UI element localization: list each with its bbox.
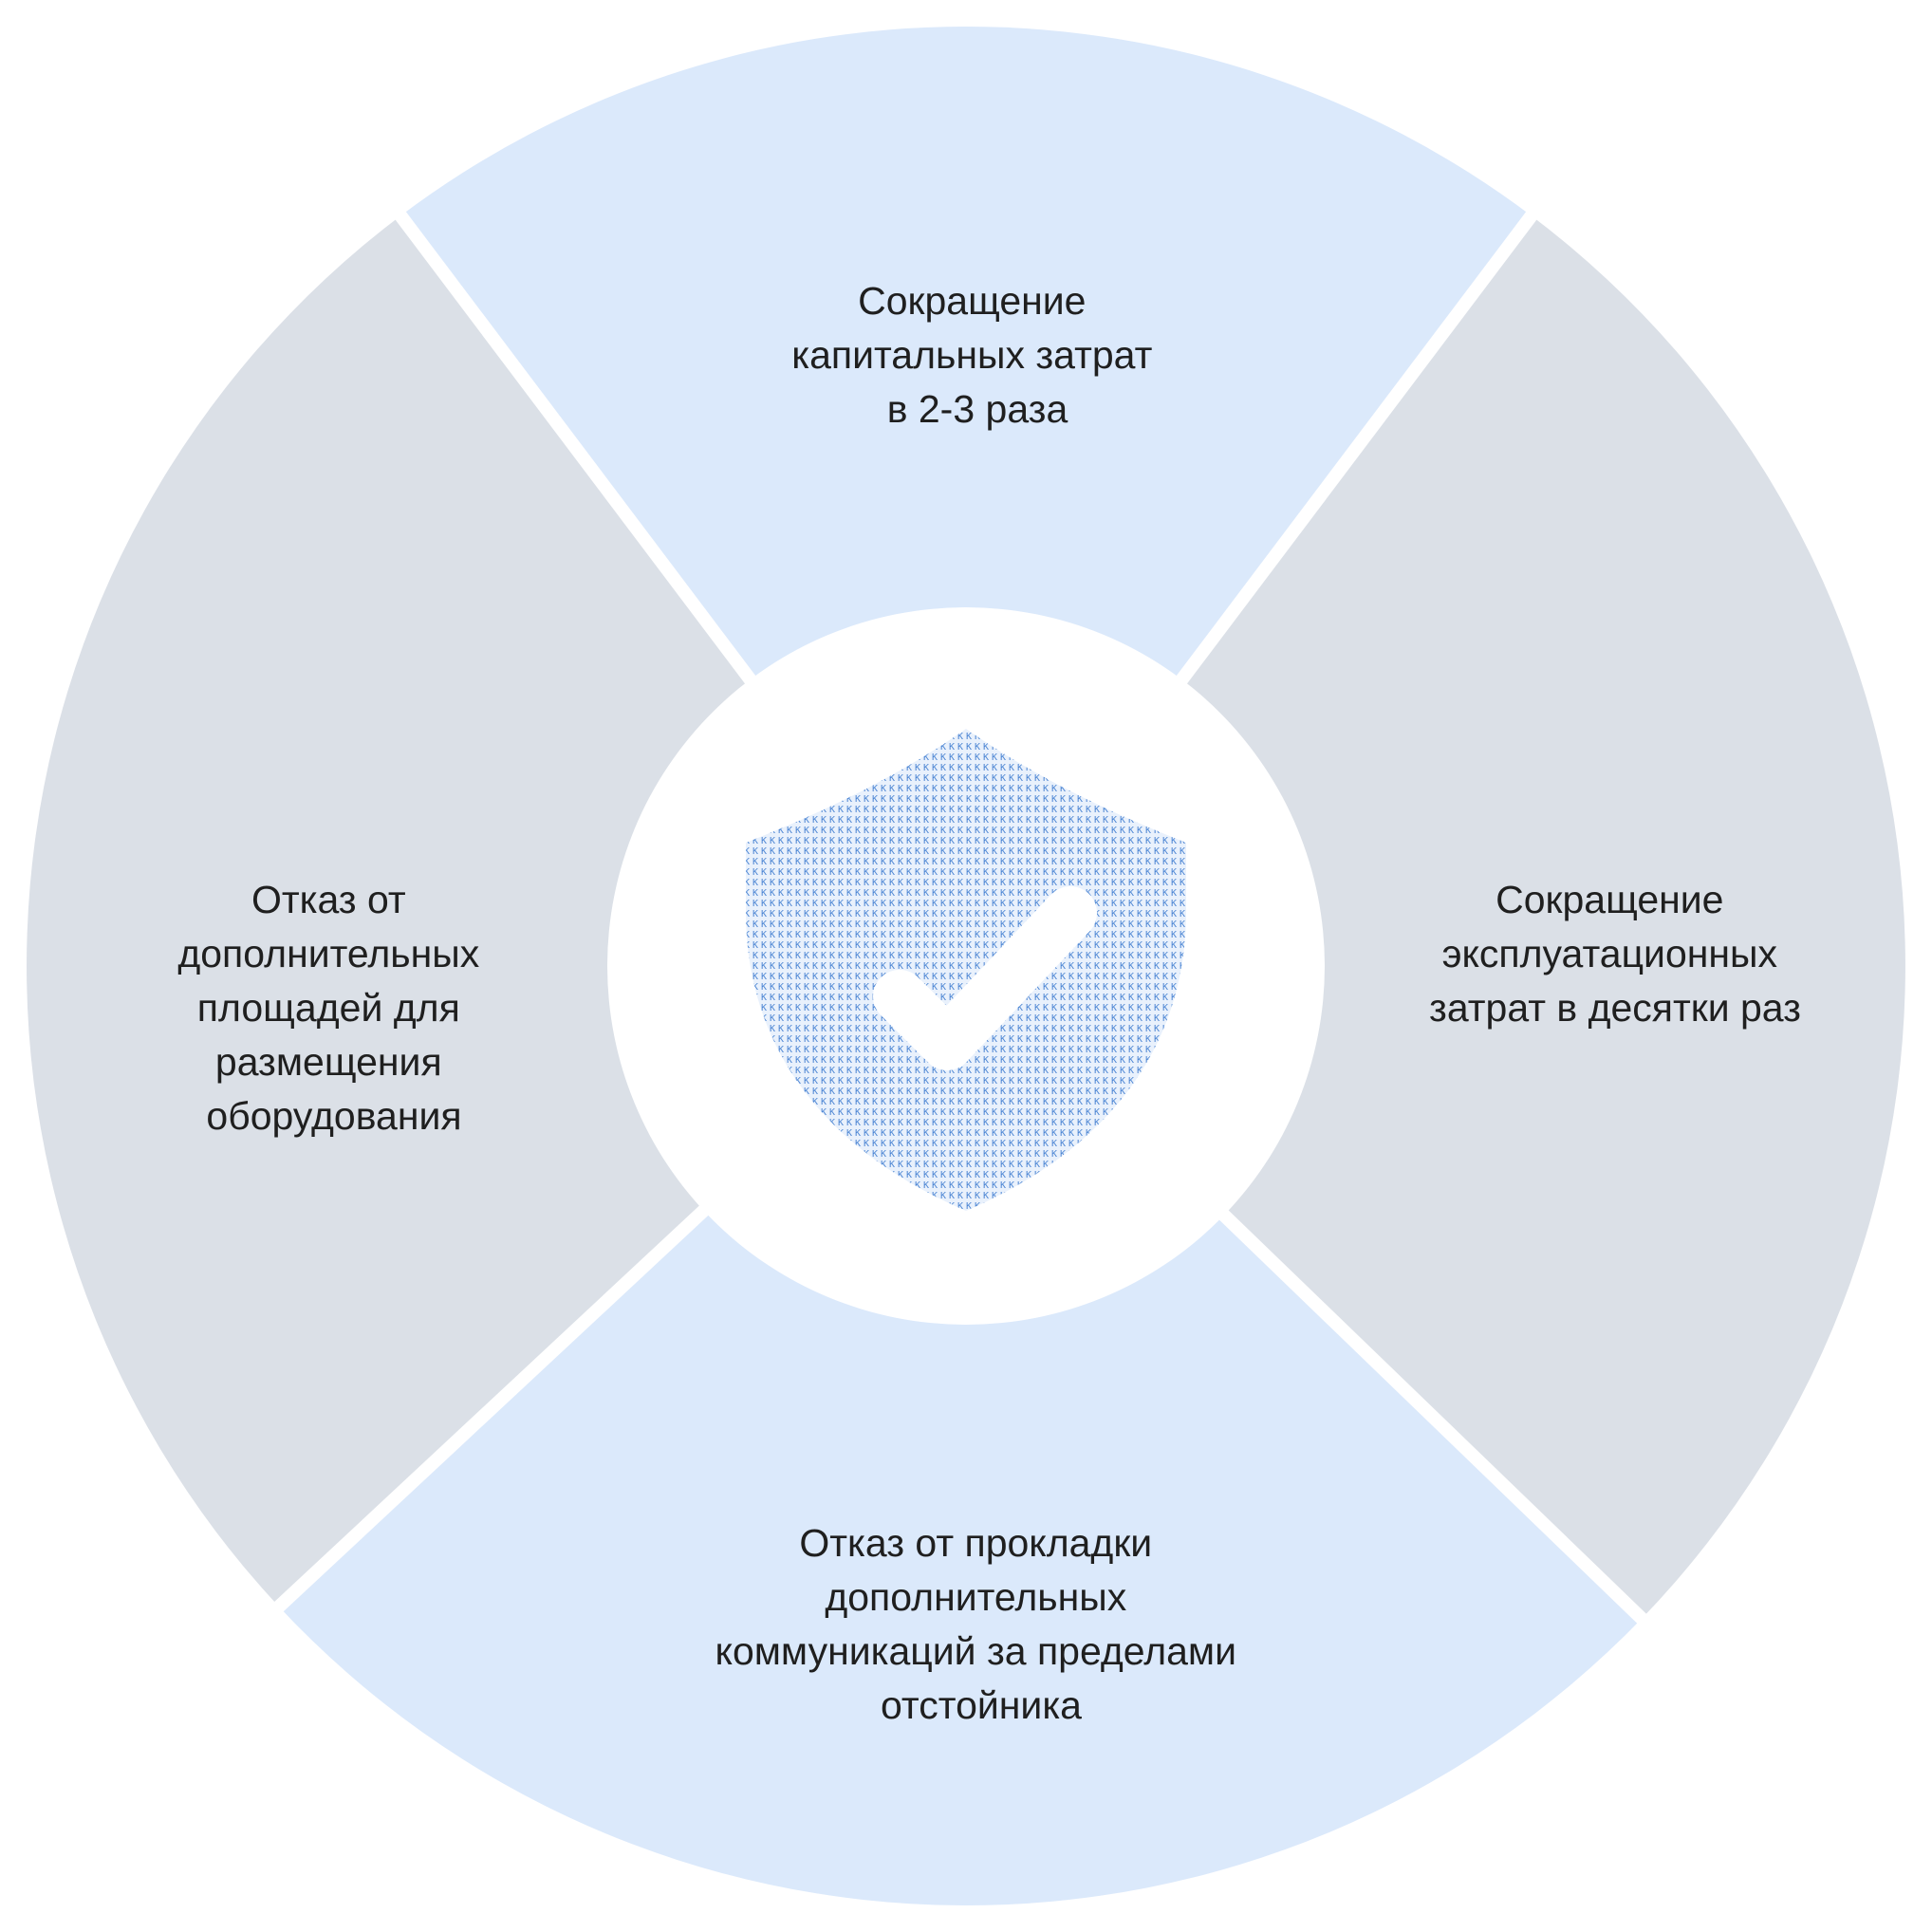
label-line: капитальных затрат — [791, 333, 1152, 377]
label-line: площадей для — [197, 986, 460, 1030]
label-line: затрат в десятки раз — [1429, 986, 1801, 1030]
label-line: Сокращение — [1495, 878, 1723, 921]
segment-right-label: Сокращение эксплуатационных затрат в дес… — [1429, 878, 1801, 1030]
segment-bottom-label: Отказ от прокладки дополнительных коммун… — [715, 1521, 1248, 1727]
label-line: коммуникаций за пределами — [715, 1629, 1236, 1673]
segment-left — [27, 215, 967, 1607]
check-mark — [873, 886, 1097, 1070]
segment-top — [400, 27, 1532, 966]
segment-left-label: Отказ от дополнительных площадей для раз… — [177, 878, 490, 1138]
label-line: оборудования — [206, 1094, 461, 1138]
segment-bottom — [279, 966, 1643, 1905]
shield-check-icon — [746, 729, 1186, 1211]
label-line: Сокращение — [858, 279, 1086, 323]
label-line: эксплуатационных — [1442, 932, 1778, 975]
label-line: в 2-3 раза — [887, 387, 1068, 431]
label-line: размещения — [215, 1040, 442, 1084]
shield-shape — [746, 729, 1186, 1211]
label-line: дополнительных — [825, 1575, 1126, 1619]
label-line: дополнительных — [177, 932, 479, 975]
label-line: Отказ от — [251, 878, 406, 921]
segment-top-label: Сокращение капитальных затрат в 2-3 раза — [791, 279, 1163, 431]
label-line: Отказ от прокладки — [799, 1521, 1152, 1565]
segment-right — [966, 215, 1905, 1619]
label-line: отстойника — [881, 1683, 1082, 1727]
